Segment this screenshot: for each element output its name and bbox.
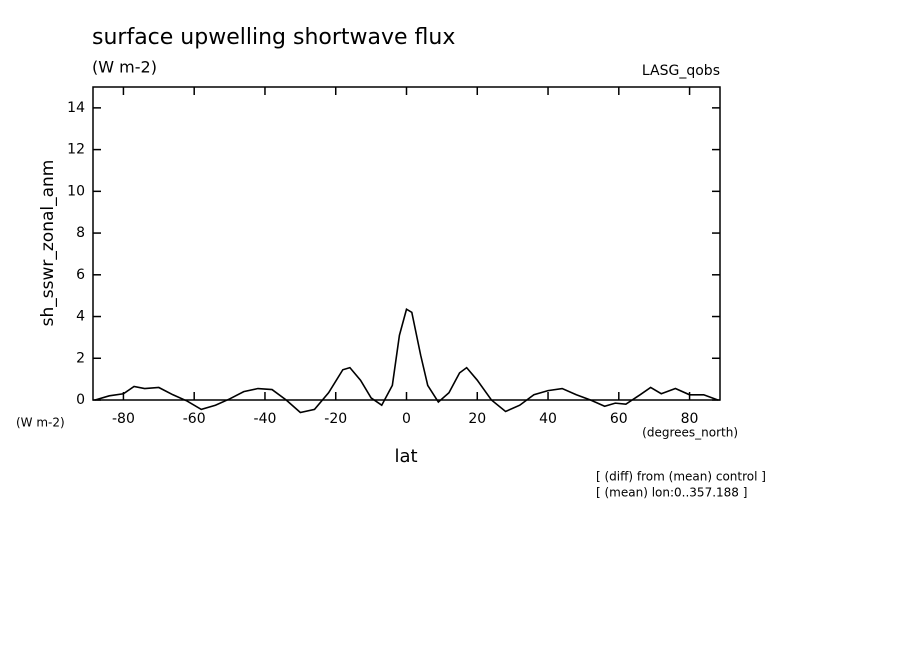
x-axis-label: lat: [394, 446, 417, 467]
x-tick-label: -40: [254, 411, 277, 427]
x-tick-label: 40: [539, 411, 557, 427]
dataset-label: LASG_qobs: [642, 63, 720, 79]
x-tick-label: -60: [183, 411, 206, 427]
x-tick-label: -80: [112, 411, 135, 427]
y-tick-label: 4: [76, 309, 85, 325]
y-units: (W m-2): [16, 416, 65, 430]
y-tick-label: 2: [76, 350, 85, 366]
note: [ (mean) lon:0..357.188 ]: [596, 486, 747, 500]
data-line: [94, 308, 719, 414]
y-tick-label: 0: [76, 392, 85, 408]
chart-title: surface upwelling shortwave flux: [92, 25, 455, 50]
x-tick-label: 80: [681, 411, 699, 427]
y-tick-label: 8: [76, 225, 85, 241]
x-units: (degrees_north): [642, 426, 738, 440]
chart-subtitle: (W m-2): [92, 58, 157, 77]
y-axis-label: sh_sswr_zonal_anm: [38, 160, 58, 327]
x-tick-label: 20: [468, 411, 486, 427]
x-tick-label: 0: [402, 411, 411, 427]
y-tick-label: 6: [76, 267, 85, 283]
x-tick-label: 60: [610, 411, 628, 427]
note: [ (diff) from (mean) control ]: [596, 470, 766, 484]
y-tick-label: 14: [67, 100, 85, 116]
x-tick-label: -20: [324, 411, 347, 427]
y-tick-label: 10: [67, 183, 85, 199]
y-tick-label: 12: [67, 142, 85, 158]
